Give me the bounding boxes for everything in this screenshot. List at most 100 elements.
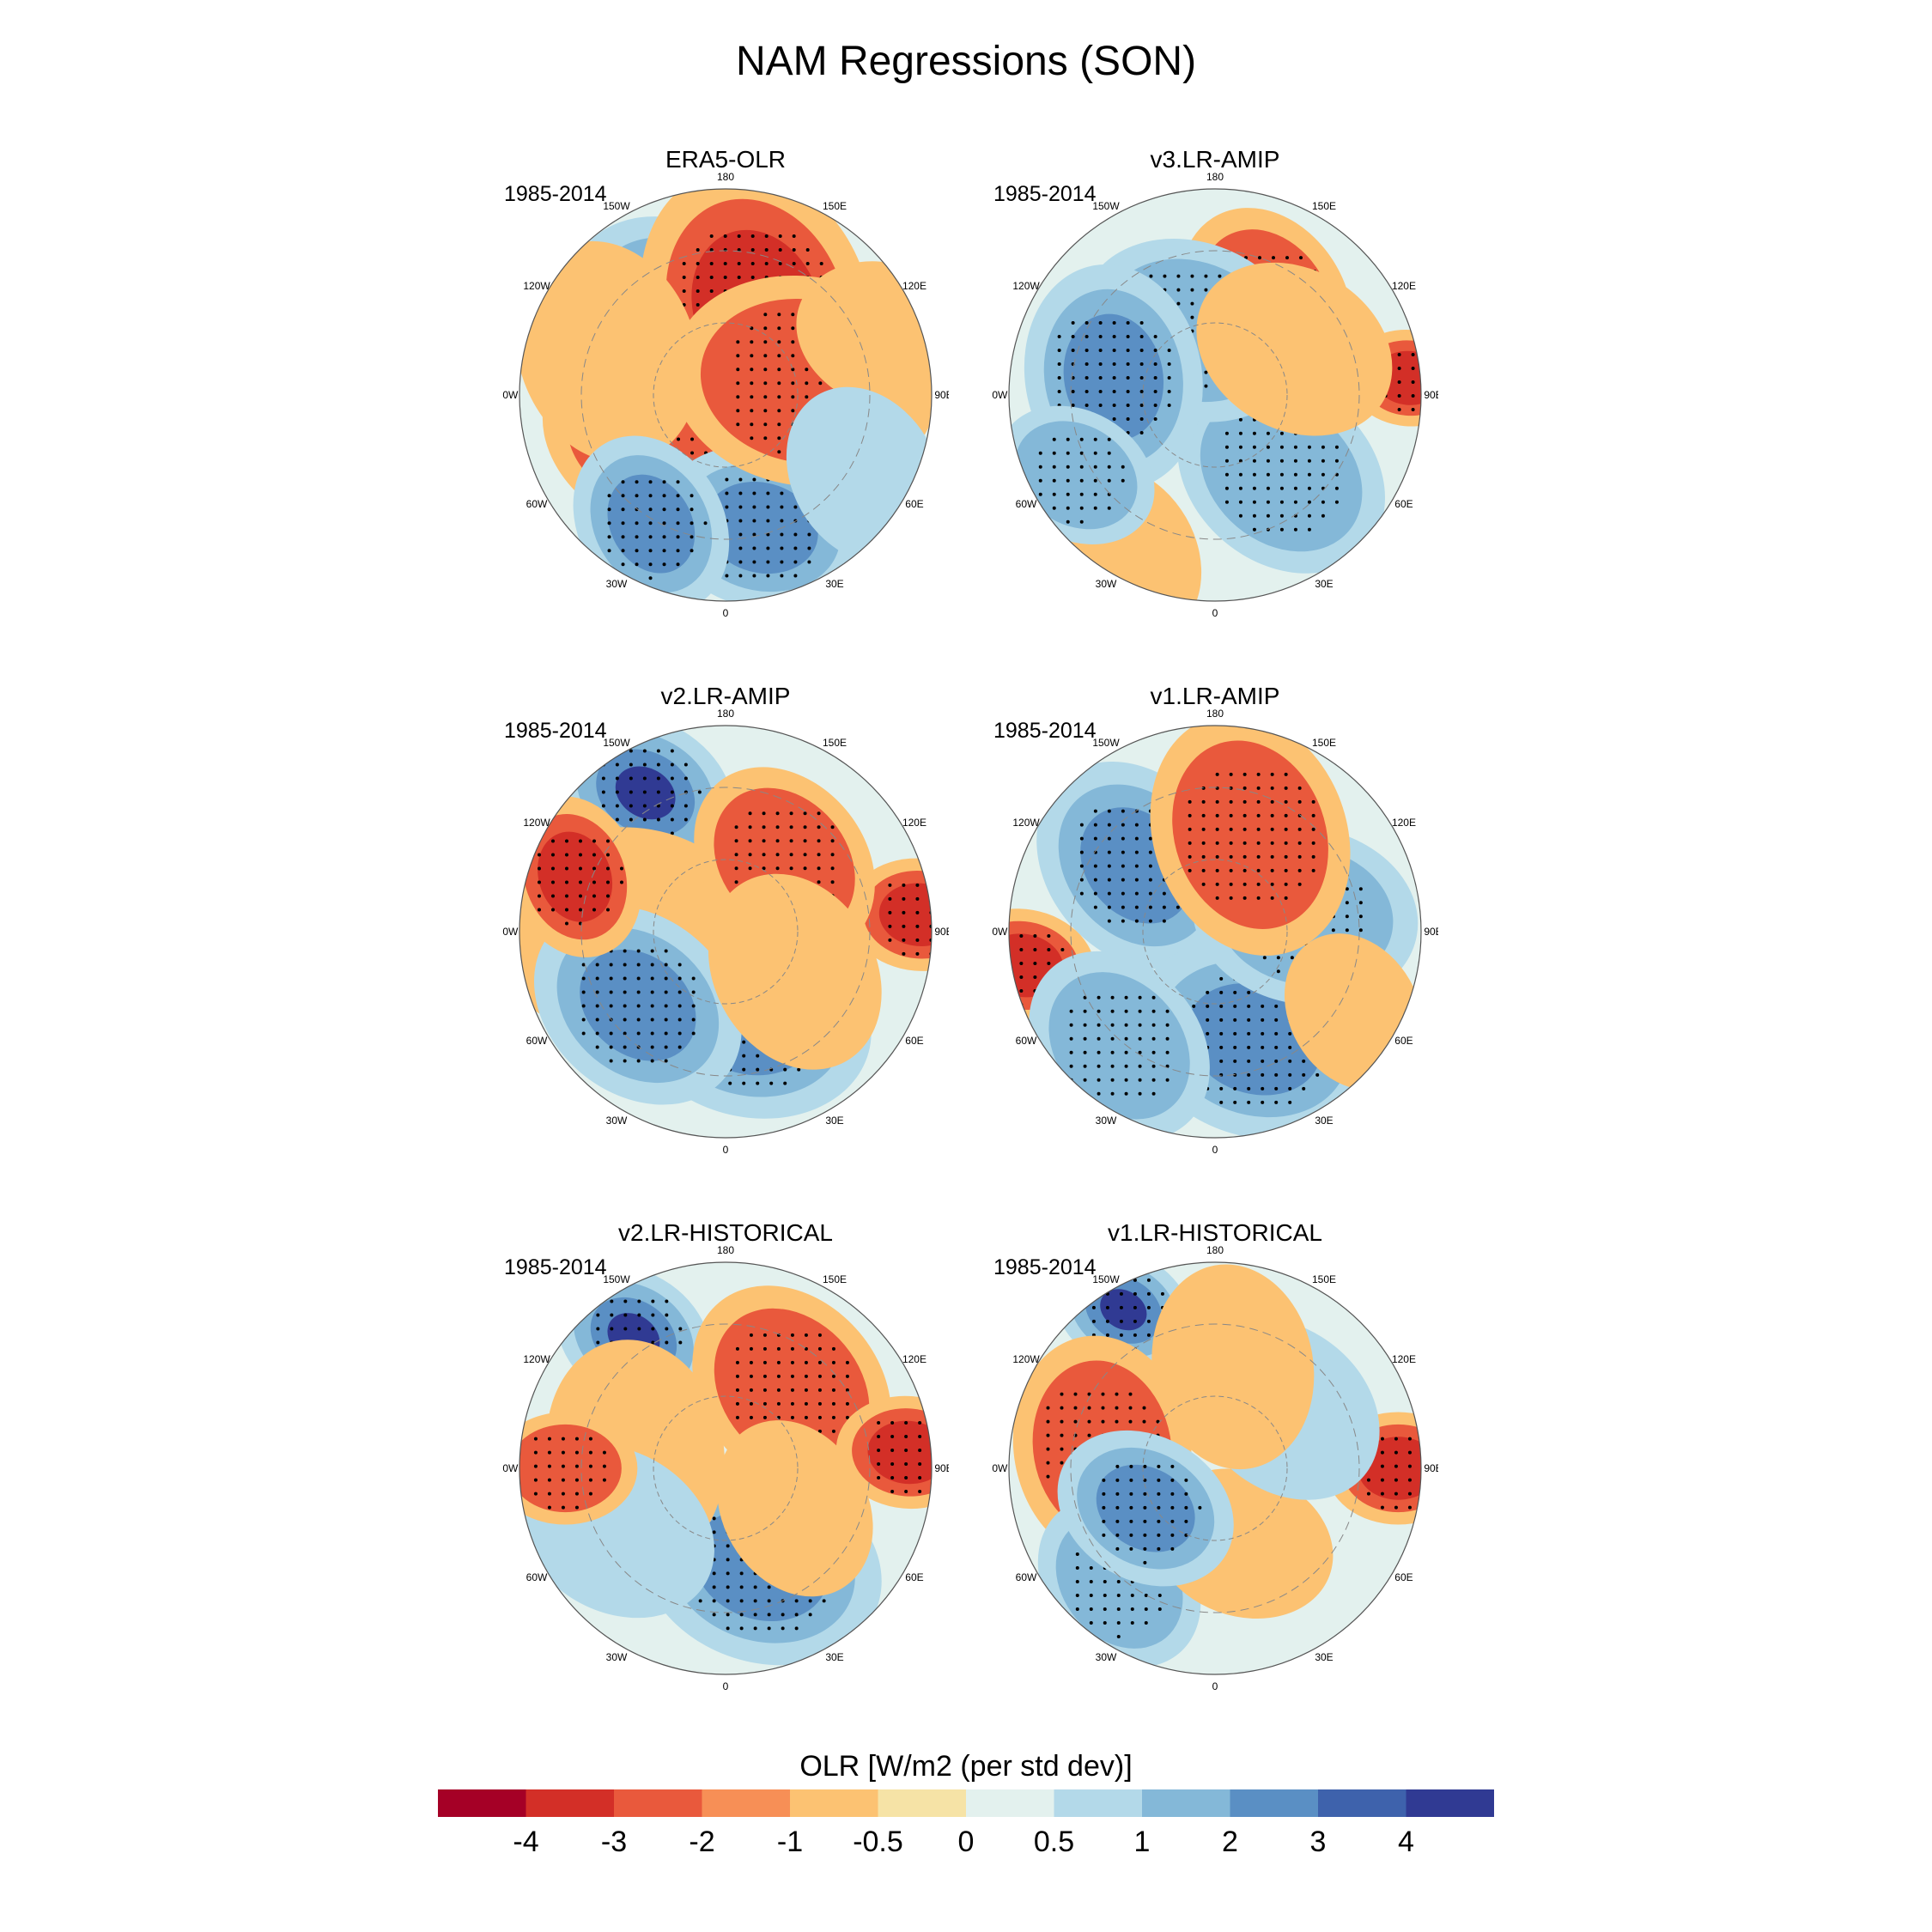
significance-dot [1097,1078,1101,1082]
significance-dot [1151,1091,1156,1096]
significance-dot [1093,905,1097,909]
significance-dot [1073,1419,1078,1424]
significance-dot [1148,850,1152,854]
significance-dot [1238,459,1242,463]
anomaly-contour [1048,972,1190,1120]
significance-dot [664,1059,668,1063]
significance-dot [1247,1059,1251,1063]
significance-dot [750,395,754,399]
significance-dot [992,962,995,965]
significance-dot [1229,841,1233,845]
significance-dot [1261,1004,1265,1008]
significance-dot [1129,1546,1133,1551]
significance-dot [1157,1519,1161,1523]
significance-dot [1093,809,1097,813]
significance-dot [1422,1437,1425,1441]
significance-dot [1307,513,1311,518]
significance-dot [664,976,668,981]
significance-dot [1201,799,1206,804]
significance-dot [749,1401,753,1406]
coastline [1142,322,1288,468]
significance-dot [1219,1045,1224,1049]
significance-dot [1407,1437,1412,1441]
significance-dot [1256,799,1261,804]
significance-dot [1201,841,1206,845]
significance-dot [1422,1451,1425,1455]
significance-dot [1107,809,1111,813]
significance-dot [1112,348,1116,352]
significance-dot [902,910,906,914]
longitude-label: 90W [502,1462,519,1474]
significance-dot [791,326,795,331]
significance-dot [1188,868,1192,872]
significance-dot [574,1464,579,1468]
significance-dot [1394,1464,1398,1468]
significance-dot [1093,492,1097,496]
significance-dot [753,1613,757,1617]
significance-dot [670,817,674,822]
colorbar-swatch [1230,1789,1318,1817]
panel-period: 1985-2014 [993,1255,1097,1279]
significance-dot [615,749,619,753]
significance-dot [1380,1492,1384,1496]
significance-dot [929,883,932,887]
significance-dot [696,275,700,279]
significance-dot [1270,882,1274,886]
significance-dot [1297,786,1302,790]
significance-dot [1407,1492,1412,1496]
significance-dot [533,1450,538,1455]
significance-dot [817,1388,822,1392]
significance-dot [1143,1492,1147,1496]
significance-dot [763,326,768,331]
significance-dot [904,1435,908,1439]
significance-dot [537,894,541,898]
significance-dot [780,532,784,537]
significance-dot [736,368,740,372]
significance-dot [547,1505,551,1510]
significance-dot [738,477,743,482]
significance-dot [1009,975,1010,979]
significance-dot [803,825,807,829]
significance-dot [1103,1593,1107,1597]
significance-dot [1115,1464,1120,1468]
significance-dot [735,1415,739,1419]
significance-dot [1124,1036,1128,1041]
significance-dot [807,546,811,550]
significance-dot [877,1435,881,1439]
significance-dot [610,1313,614,1317]
significance-dot [1144,1620,1148,1625]
significance-dot [1115,1546,1120,1551]
significance-dot [915,883,920,887]
significance-dot [642,817,647,822]
longitude-label: 60W [1016,498,1037,510]
colorbar-tick-label: 0.5 [1034,1826,1074,1858]
significance-dot [1075,1607,1079,1611]
significance-dot [1266,459,1270,463]
significance-dot [601,804,605,808]
significance-dot [830,866,835,871]
significance-dot [750,381,754,386]
significance-dot [752,519,756,523]
significance-dot [763,422,768,427]
significance-dot [1176,301,1181,306]
significance-dot [1083,1078,1087,1082]
significance-dot [890,1462,895,1467]
significance-dot [726,1544,730,1548]
significance-dot [1066,451,1070,455]
significance-dot [1112,403,1116,407]
significance-dot [736,409,740,413]
significance-dot [609,1045,613,1049]
significance-dot [1143,1519,1147,1523]
significance-dot [1126,403,1130,407]
significance-dot [1394,1478,1398,1482]
significance-dot [683,762,688,767]
significance-dot [533,1464,538,1468]
significance-dot [1204,370,1208,374]
significance-dot [1242,854,1247,859]
significance-dot [791,313,795,317]
significance-dot [1276,969,1280,974]
significance-dot [1321,445,1325,449]
significance-dot [742,1067,746,1072]
significance-dot [992,989,995,993]
significance-dot [793,532,798,537]
